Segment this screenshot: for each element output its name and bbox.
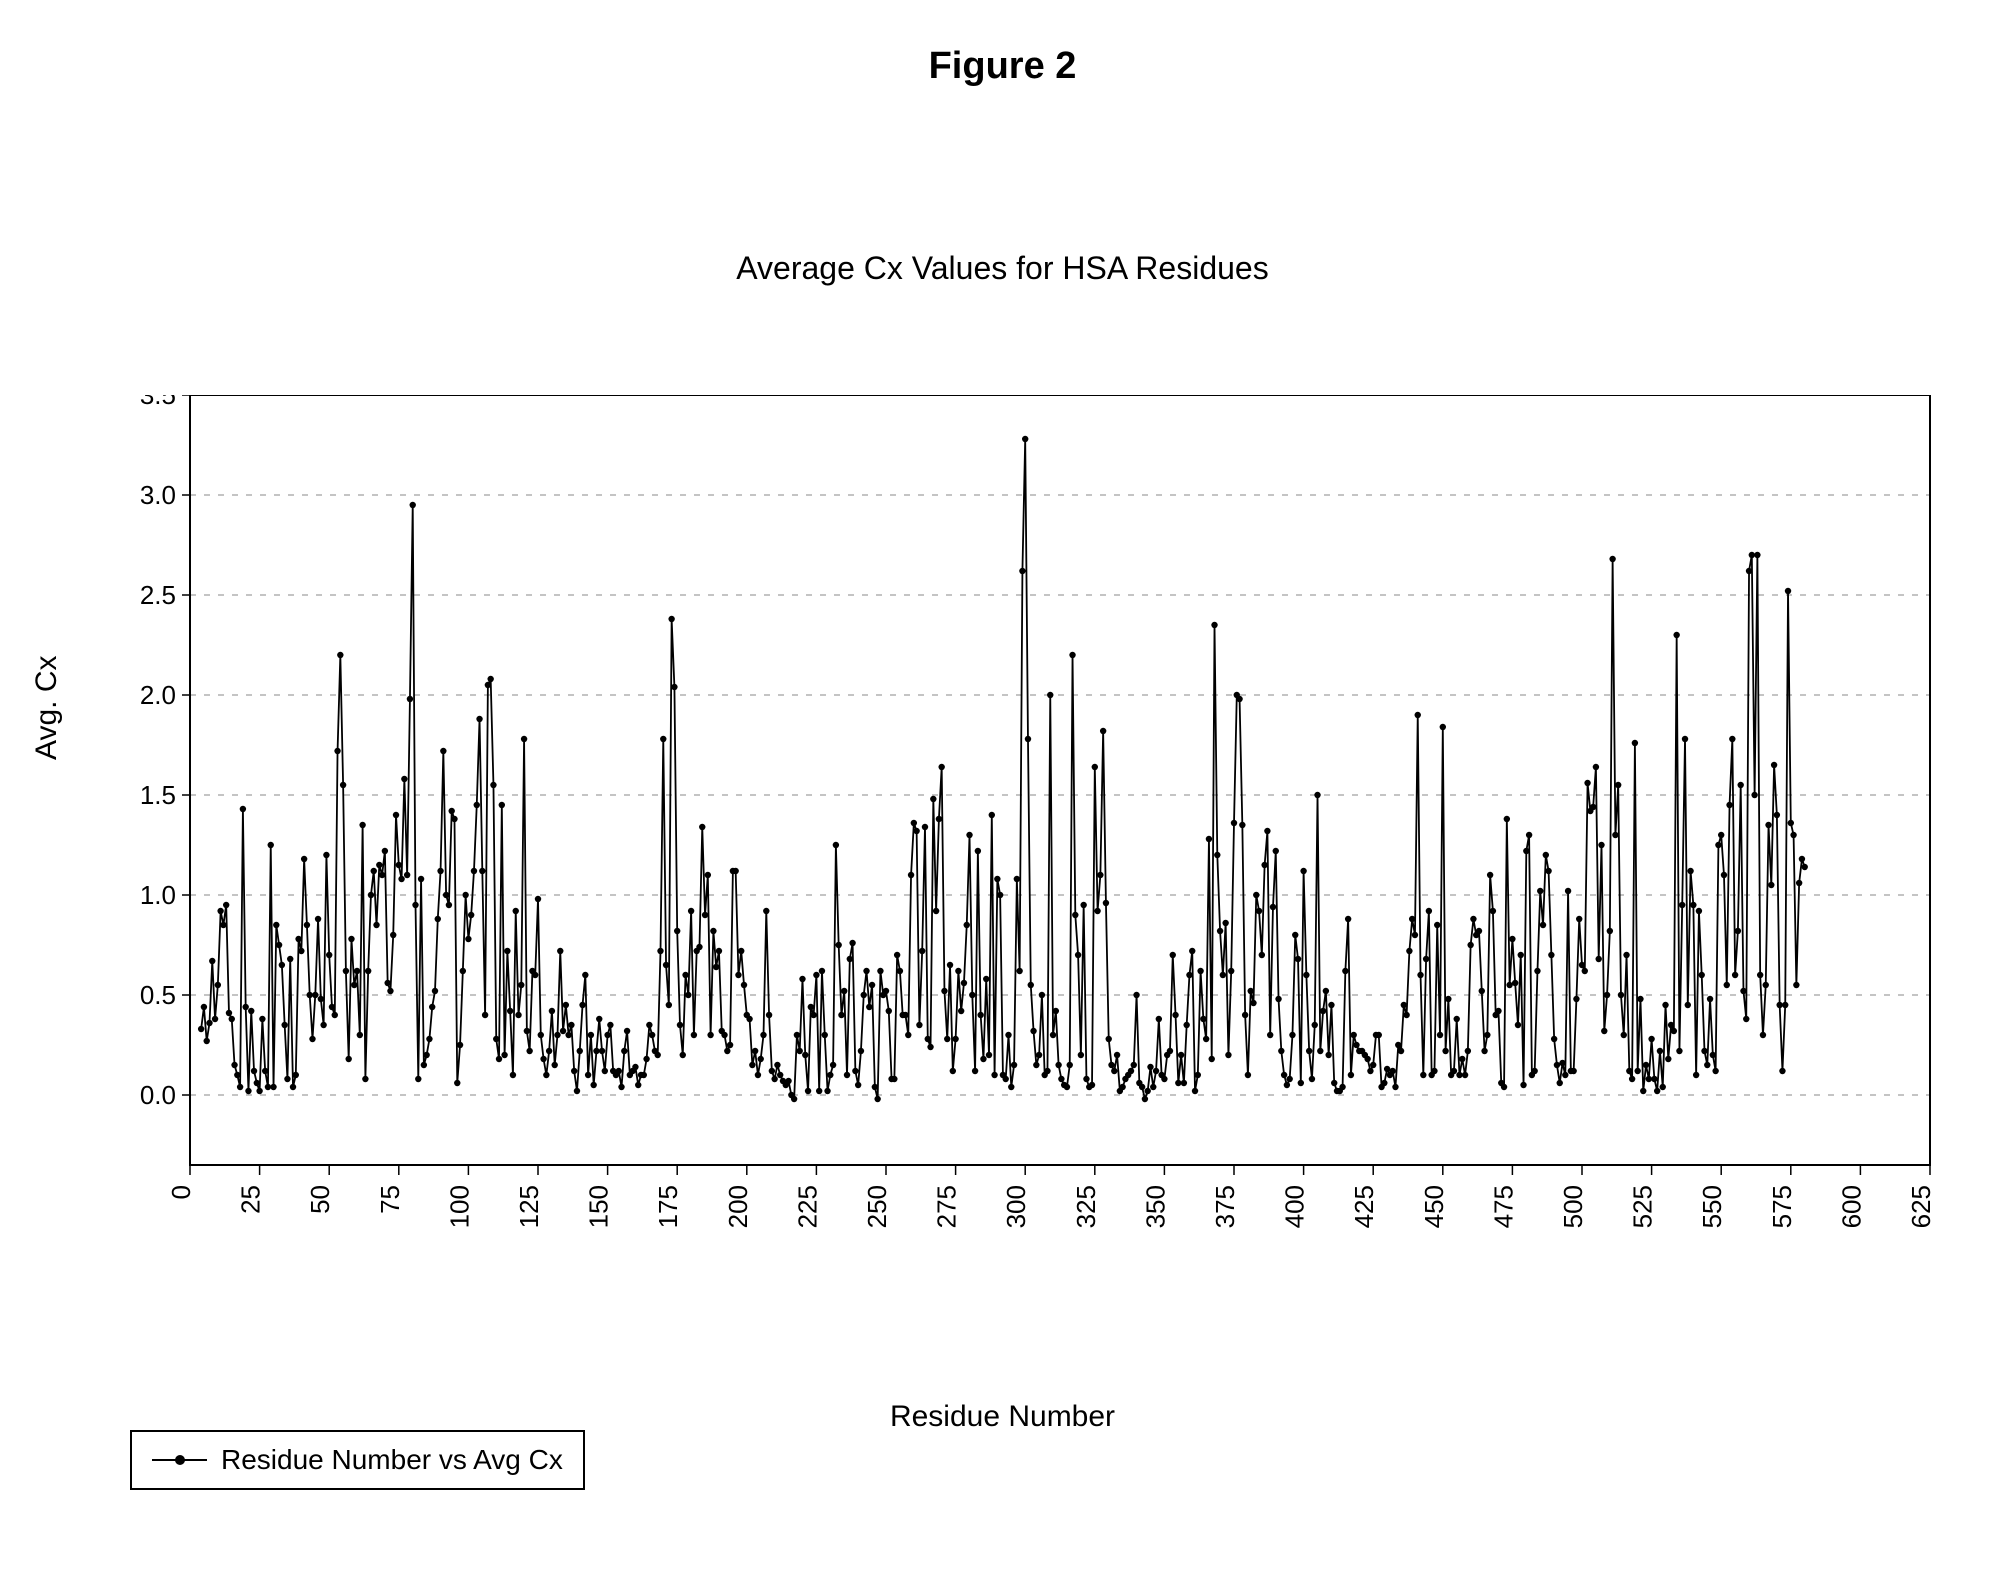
svg-text:75: 75 <box>375 1185 405 1214</box>
svg-text:2.5: 2.5 <box>140 580 176 610</box>
svg-text:200: 200 <box>723 1185 753 1228</box>
svg-text:350: 350 <box>1140 1185 1170 1228</box>
svg-text:400: 400 <box>1280 1185 1310 1228</box>
y-axis-label: Avg. Cx <box>30 656 64 761</box>
svg-text:150: 150 <box>584 1185 614 1228</box>
svg-text:575: 575 <box>1767 1185 1797 1228</box>
svg-text:100: 100 <box>444 1185 474 1228</box>
svg-text:50: 50 <box>305 1185 335 1214</box>
svg-text:250: 250 <box>862 1185 892 1228</box>
svg-text:550: 550 <box>1697 1185 1727 1228</box>
svg-text:450: 450 <box>1419 1185 1449 1228</box>
svg-text:300: 300 <box>1001 1185 1031 1228</box>
svg-text:375: 375 <box>1210 1185 1240 1228</box>
svg-text:175: 175 <box>653 1185 683 1228</box>
figure-number: Figure 2 <box>0 45 2005 88</box>
svg-text:600: 600 <box>1836 1185 1866 1228</box>
chart-area: 0.0 0.5 1.0 1.5 2.0 2.5 3.0 3.5 0 25 50 75 100 125 150… <box>80 395 1950 1295</box>
page: Figure 2 Average Cx Values for HSA Resid… <box>0 0 2005 1582</box>
svg-text:525: 525 <box>1628 1185 1658 1228</box>
legend-text: Residue Number vs Avg Cx <box>221 1444 563 1476</box>
svg-text:500: 500 <box>1558 1185 1588 1228</box>
chart-title: Average Cx Values for HSA Residues <box>0 250 2005 287</box>
svg-text:425: 425 <box>1349 1185 1379 1228</box>
svg-text:275: 275 <box>932 1185 962 1228</box>
svg-text:625: 625 <box>1906 1185 1936 1228</box>
svg-text:0: 0 <box>166 1185 196 1199</box>
legend-marker-icon <box>152 1459 207 1461</box>
svg-text:25: 25 <box>236 1185 266 1214</box>
legend: Residue Number vs Avg Cx <box>130 1430 585 1490</box>
chart-svg: 0.0 0.5 1.0 1.5 2.0 2.5 3.0 3.5 0 25 50 75 100 125 150… <box>80 395 1950 1295</box>
svg-text:0.5: 0.5 <box>140 980 176 1010</box>
svg-text:1.0: 1.0 <box>140 880 176 910</box>
svg-text:475: 475 <box>1488 1185 1518 1228</box>
svg-text:2.0: 2.0 <box>140 680 176 710</box>
svg-text:3.0: 3.0 <box>140 480 176 510</box>
svg-text:1.5: 1.5 <box>140 780 176 810</box>
svg-text:3.5: 3.5 <box>140 395 176 410</box>
svg-text:225: 225 <box>792 1185 822 1228</box>
svg-text:0.0: 0.0 <box>140 1080 176 1110</box>
x-axis-label: Residue Number <box>0 1400 2005 1434</box>
svg-text:325: 325 <box>1071 1185 1101 1228</box>
svg-text:125: 125 <box>514 1185 544 1228</box>
